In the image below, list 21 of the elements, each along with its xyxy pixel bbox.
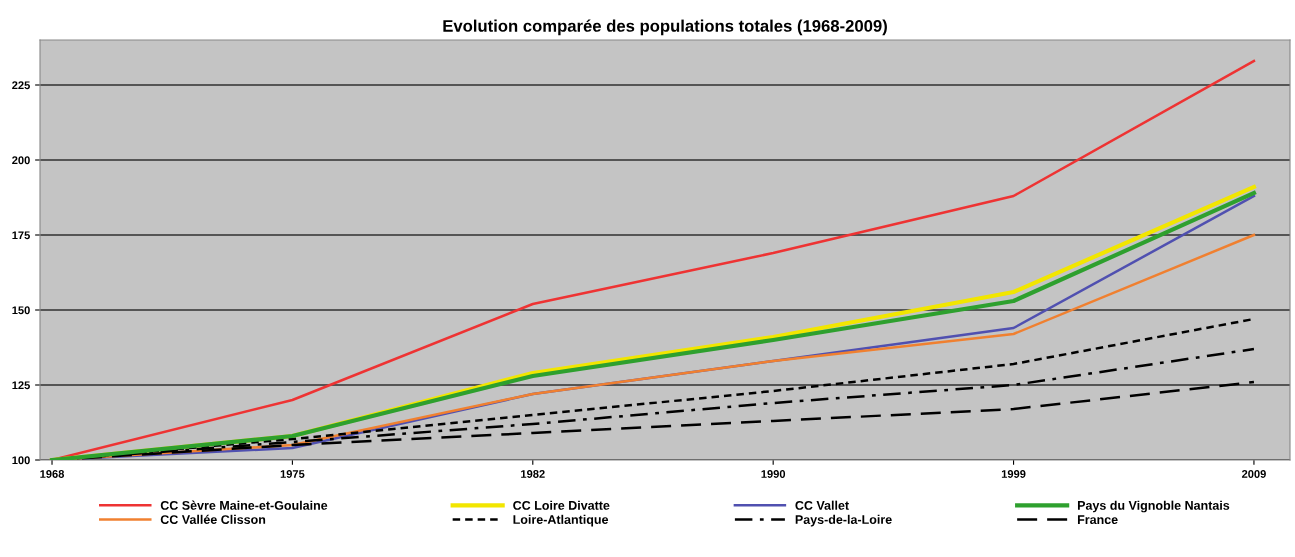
- y-tick-label: 225: [12, 81, 30, 90]
- x-tick-label: 1990: [761, 470, 786, 478]
- y-tick-label: 200: [12, 156, 30, 165]
- y-tick-label: 150: [12, 306, 30, 315]
- chart-title: Evolution comparée des populations totales (1968-2009): [443, 19, 887, 36]
- legend-label: Pays du Vignoble Nantais: [1077, 500, 1230, 513]
- x-tick-label: 1999: [1001, 470, 1026, 478]
- y-tick-label: 125: [12, 381, 30, 390]
- x-tick-label: 1975: [280, 470, 305, 478]
- y-tick-label: 175: [12, 231, 30, 240]
- legend-label: CC Vallée Clisson: [160, 514, 266, 524]
- legend-label: CC Sèvre Maine-et-Goulaine: [160, 500, 328, 510]
- legend-label: France: [1077, 515, 1118, 525]
- legend-label: Pays-de-la-Loire: [795, 514, 892, 527]
- x-tick-label: 1968: [40, 470, 65, 478]
- x-tick-label: 1982: [521, 470, 545, 478]
- y-tick-label: 100: [12, 456, 30, 465]
- legend-label: CC Vallet: [795, 500, 849, 510]
- legend-label: CC Loire Divatte: [513, 500, 610, 510]
- legend-label: Loire-Atlantique: [513, 514, 609, 527]
- x-tick-label: 2009: [1241, 470, 1266, 478]
